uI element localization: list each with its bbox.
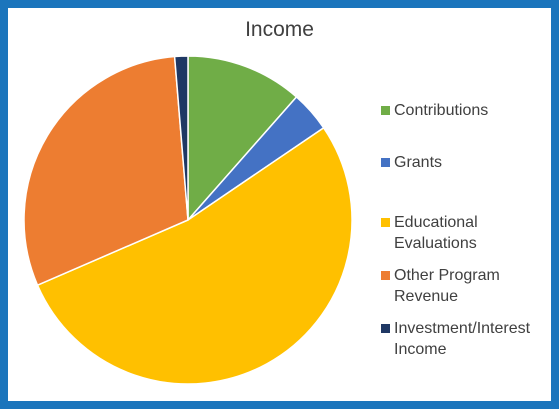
- legend-swatch: [381, 158, 390, 167]
- legend-label: Educational Evaluations: [394, 214, 478, 252]
- pie-slice-contributions: [187, 55, 298, 222]
- legend-swatch: [381, 271, 390, 280]
- legend-swatch: [381, 324, 390, 333]
- pie-slice-investment-interest-income: [173, 55, 189, 221]
- legend-label: Grants: [394, 154, 443, 171]
- pie-chart: [23, 55, 353, 385]
- chart-frame: Income Contributions Grants Educational Eva…: [8, 8, 551, 401]
- legend-label: Contributions: [394, 102, 489, 119]
- chart-title: Income: [245, 18, 314, 41]
- legend-label: Investment/Interest Income: [394, 320, 531, 358]
- legend-label: Other Program Revenue: [394, 267, 500, 305]
- legend-swatch: [381, 218, 390, 227]
- pie-slice-educational-evaluations: [36, 126, 353, 385]
- pie-slice-other-program-revenue: [23, 55, 189, 287]
- legend-swatch: [381, 106, 390, 115]
